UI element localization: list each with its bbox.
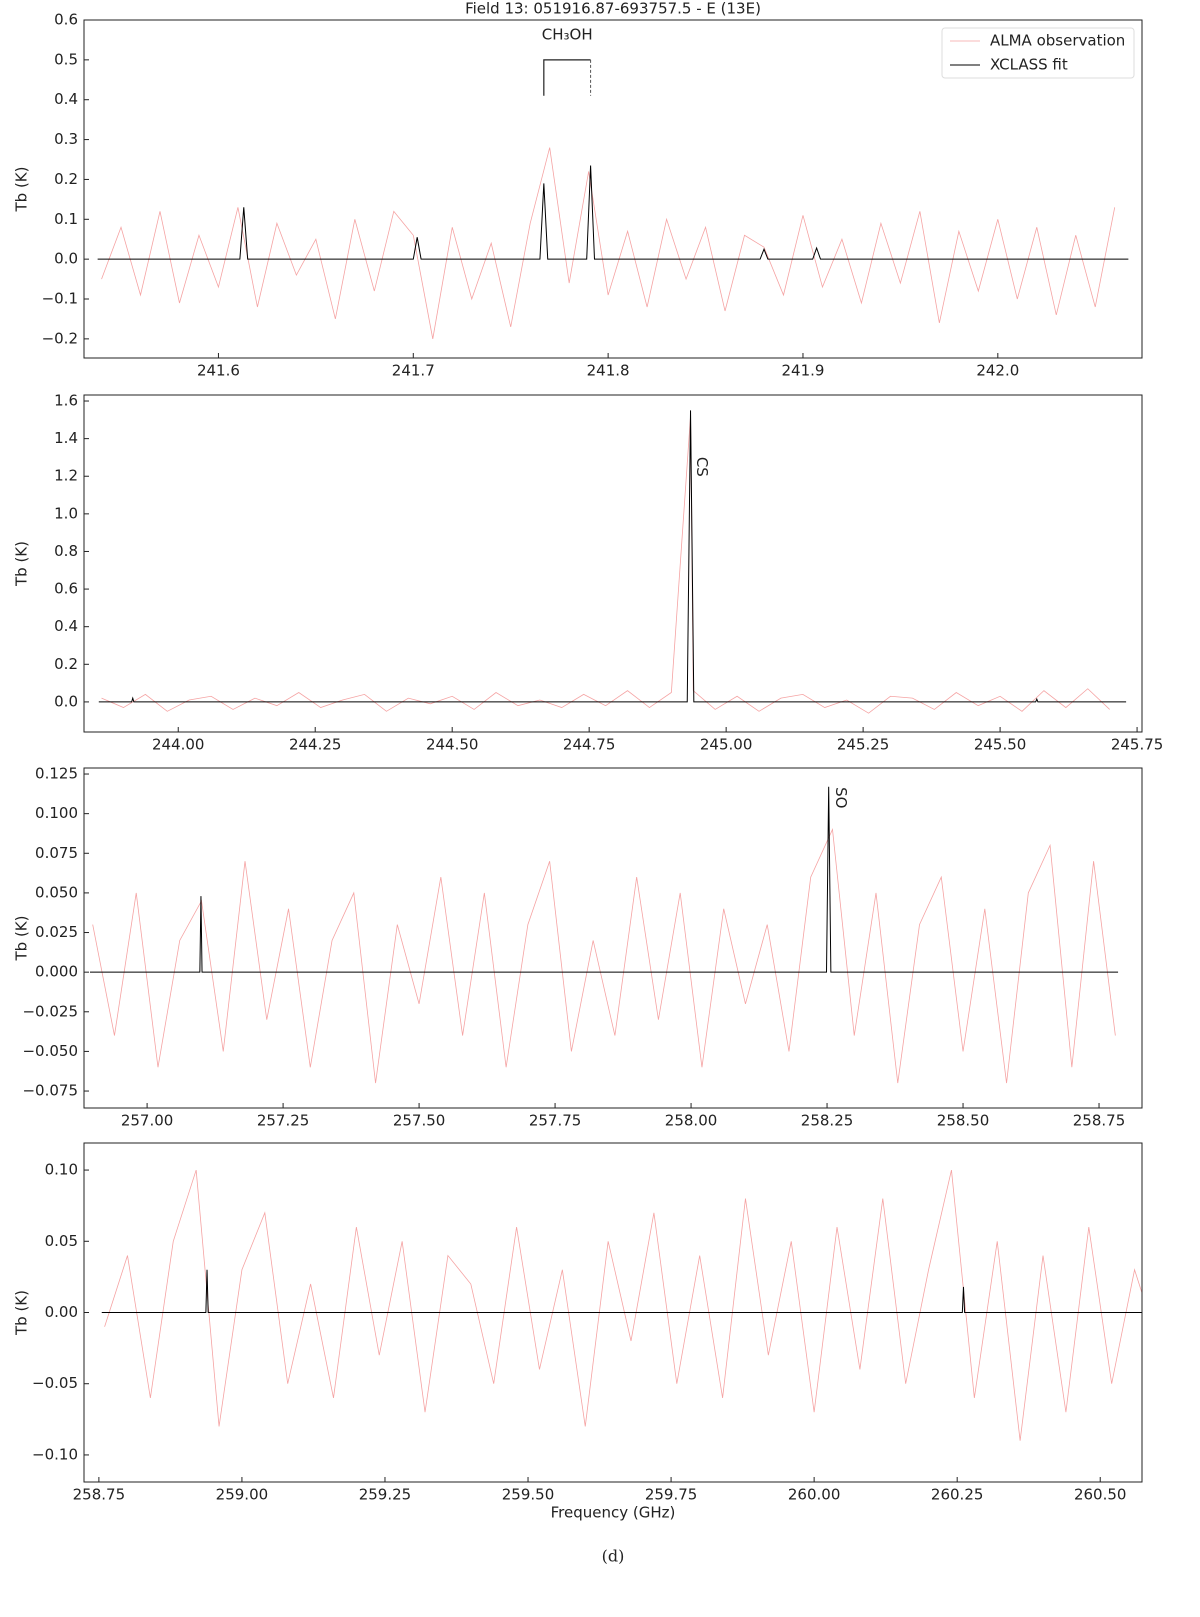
axes-frame — [83, 394, 1143, 733]
series-line — [98, 410, 1127, 703]
x-tick-label: 244.50 — [426, 736, 479, 754]
x-axis-label: Frequency (GHz) — [551, 1504, 676, 1522]
x-tick-label: 259.25 — [359, 1486, 412, 1504]
y-tick-label: 0.050 — [35, 883, 78, 901]
x-tick-label: 260.50 — [1074, 1486, 1127, 1504]
series-line — [89, 786, 1119, 973]
y-tick-label: 0.8 — [54, 542, 78, 560]
x-tick-label: 257.00 — [121, 1112, 174, 1130]
y-tick-label: 0.4 — [54, 617, 78, 635]
x-tick-label: 245.50 — [974, 736, 1027, 754]
y-axis-label: Tb (K) — [13, 541, 31, 587]
series-line — [97, 165, 1129, 260]
x-tick-label: 241.9 — [781, 362, 824, 380]
y-tick-label: 0.10 — [45, 1161, 78, 1179]
x-tick-label: 258.50 — [937, 1112, 990, 1130]
y-tick-label: 0.2 — [54, 655, 78, 673]
y-tick-label: 0.125 — [35, 765, 78, 783]
y-axis-label: Tb (K) — [13, 167, 31, 213]
y-tick-label: 0.05 — [45, 1232, 78, 1250]
legend-label: XCLASS fit — [990, 56, 1068, 74]
x-tick-label: 258.75 — [1073, 1112, 1126, 1130]
x-tick-label: 241.8 — [587, 362, 630, 380]
y-tick-label: 0.00 — [45, 1303, 78, 1321]
annotation: SO — [832, 787, 850, 808]
plot-area — [98, 410, 1127, 714]
y-tick-label: 0.5 — [54, 50, 78, 68]
annotation: CH₃OH — [542, 25, 593, 43]
y-tick-label: 0.075 — [35, 844, 78, 862]
y-tick-label: 0.6 — [54, 11, 78, 29]
series-line — [104, 1169, 1142, 1441]
y-axis-label: Tb (K) — [13, 916, 31, 962]
x-tick-label: 257.25 — [257, 1112, 310, 1130]
series-line — [92, 828, 1116, 1084]
x-tick-label: 244.75 — [563, 736, 616, 754]
x-tick-label: 257.50 — [393, 1112, 446, 1130]
plot-area — [101, 1169, 1142, 1441]
caption: (d) — [602, 1547, 625, 1566]
y-tick-label: 1.2 — [54, 467, 78, 485]
x-tick-label: 260.25 — [931, 1486, 984, 1504]
y-tick-label: 0.6 — [54, 580, 78, 598]
legend-label: ALMA observation — [990, 32, 1125, 50]
x-tick-label: 257.75 — [529, 1112, 582, 1130]
y-tick-label: −0.050 — [22, 1042, 78, 1060]
y-tick-label: 0.0 — [54, 692, 78, 710]
legend-box — [941, 27, 1135, 79]
y-tick-label: −0.2 — [42, 329, 78, 347]
y-tick-label: 0.100 — [35, 804, 78, 822]
y-tick-label: −0.1 — [42, 290, 78, 308]
x-tick-label: 245.75 — [1111, 736, 1164, 754]
y-tick-label: 0.000 — [35, 963, 78, 981]
x-tick-label: 244.00 — [152, 736, 205, 754]
series-line — [101, 1269, 1142, 1313]
x-tick-label: 245.25 — [837, 736, 890, 754]
series-line — [101, 147, 1116, 339]
x-tick-label: 260.00 — [788, 1486, 841, 1504]
y-tick-label: 1.0 — [54, 504, 78, 522]
bracket — [543, 59, 591, 96]
plot-area — [97, 147, 1129, 339]
y-tick-label: 0.025 — [35, 923, 78, 941]
x-tick-label: 244.25 — [289, 736, 342, 754]
y-tick-label: −0.025 — [22, 1002, 78, 1020]
y-axis-label: Tb (K) — [13, 1290, 31, 1336]
x-tick-label: 242.0 — [976, 362, 1019, 380]
y-tick-label: −0.075 — [22, 1082, 78, 1100]
y-tick-label: 0.4 — [54, 90, 78, 108]
x-tick-label: 245.00 — [700, 736, 753, 754]
y-tick-label: −0.05 — [32, 1374, 78, 1392]
chart-title: Field 13: 051916.87-693757.5 - E (13E) — [465, 0, 761, 18]
x-tick-label: 258.00 — [665, 1112, 718, 1130]
axes-frame — [83, 767, 1143, 1109]
x-tick-label: 258.75 — [73, 1486, 126, 1504]
y-tick-label: 0.0 — [54, 250, 78, 268]
x-tick-label: 241.7 — [392, 362, 435, 380]
y-tick-label: 1.6 — [54, 392, 78, 410]
x-tick-label: 241.6 — [197, 362, 240, 380]
axes-frame — [83, 19, 1143, 359]
plot-area — [89, 786, 1119, 1084]
y-tick-label: 0.3 — [54, 130, 78, 148]
y-tick-label: 0.1 — [54, 210, 78, 228]
y-tick-label: −0.10 — [32, 1445, 78, 1463]
y-tick-label: 0.2 — [54, 170, 78, 188]
x-tick-label: 259.50 — [502, 1486, 555, 1504]
x-tick-label: 258.25 — [801, 1112, 854, 1130]
series-line — [101, 416, 1110, 714]
annotation: CS — [693, 457, 711, 477]
y-tick-label: 1.4 — [54, 429, 78, 447]
x-tick-label: 259.75 — [645, 1486, 698, 1504]
x-tick-label: 259.00 — [216, 1486, 269, 1504]
